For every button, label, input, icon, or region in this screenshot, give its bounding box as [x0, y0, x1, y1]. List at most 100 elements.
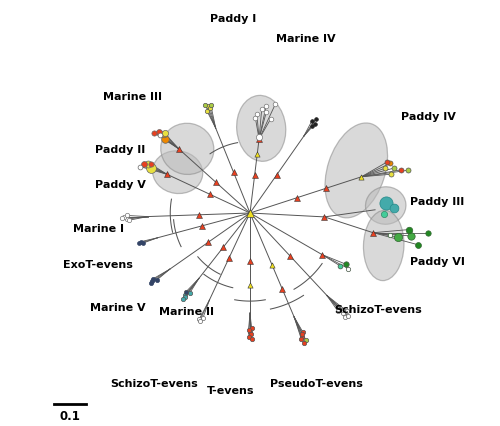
Point — [230, 169, 237, 176]
Point — [390, 204, 398, 211]
Point — [405, 226, 413, 233]
Text: Marine I: Marine I — [73, 224, 124, 234]
Text: PseudoT-evens: PseudoT-evens — [270, 379, 362, 389]
Point — [144, 161, 152, 168]
Point — [253, 110, 261, 117]
Point — [298, 328, 306, 335]
Point — [278, 285, 286, 292]
Point — [220, 244, 228, 250]
Point — [311, 120, 319, 127]
Point — [179, 295, 187, 302]
Point — [206, 104, 214, 111]
Point — [196, 318, 203, 325]
Point — [212, 179, 220, 186]
Point — [308, 118, 316, 124]
Point — [336, 262, 344, 269]
Point — [122, 216, 130, 222]
Point — [262, 102, 270, 109]
Ellipse shape — [325, 123, 388, 218]
Point — [137, 238, 145, 245]
Point — [386, 160, 394, 167]
Point — [344, 313, 352, 320]
Point — [338, 310, 346, 317]
Point — [342, 261, 349, 268]
Point — [204, 103, 212, 109]
Point — [293, 194, 301, 201]
Point — [386, 232, 394, 239]
Point — [148, 277, 156, 284]
Point — [254, 150, 262, 157]
Point — [122, 212, 130, 219]
Point — [383, 158, 391, 165]
Ellipse shape — [366, 187, 406, 224]
Point — [147, 165, 155, 172]
Point — [414, 242, 422, 248]
Point — [258, 106, 266, 113]
Point — [196, 315, 203, 322]
Point — [298, 333, 306, 340]
Point — [300, 340, 308, 346]
Point — [343, 308, 351, 315]
Point — [199, 314, 207, 321]
Point — [149, 275, 157, 282]
Point — [186, 290, 194, 296]
Point — [250, 171, 258, 178]
Point — [248, 325, 256, 331]
Point — [252, 115, 260, 121]
Point — [334, 308, 342, 315]
Point — [341, 314, 349, 320]
Text: Marine IV: Marine IV — [276, 34, 335, 44]
Point — [302, 336, 310, 343]
Point — [125, 217, 133, 224]
Point — [146, 161, 154, 167]
Point — [312, 115, 320, 122]
Point — [161, 135, 169, 142]
Point — [369, 229, 377, 236]
Text: Paddy III: Paddy III — [410, 197, 464, 207]
Point — [150, 129, 158, 136]
Point — [268, 262, 276, 268]
Point — [155, 129, 163, 136]
Point — [404, 167, 412, 174]
Point — [387, 171, 395, 178]
Point — [244, 327, 252, 334]
Point — [181, 294, 189, 301]
Text: 0.1: 0.1 — [60, 410, 80, 423]
Point — [246, 329, 254, 336]
Point — [272, 101, 280, 108]
Text: T-evens: T-evens — [207, 386, 254, 396]
Text: Paddy IV: Paddy IV — [401, 112, 456, 122]
Point — [156, 132, 164, 139]
Text: Marine III: Marine III — [103, 92, 162, 102]
Point — [140, 161, 147, 167]
Point — [140, 239, 147, 246]
Text: Paddy I: Paddy I — [210, 14, 256, 24]
Point — [203, 108, 211, 115]
Text: ExoT-evens: ExoT-evens — [64, 260, 134, 271]
Point — [207, 102, 215, 109]
Point — [318, 251, 326, 258]
Point — [320, 213, 328, 220]
Point — [273, 171, 281, 178]
Ellipse shape — [160, 123, 214, 175]
Point — [136, 163, 144, 170]
Point — [246, 258, 254, 265]
Text: SchizoT-evens: SchizoT-evens — [334, 305, 422, 315]
Point — [339, 306, 347, 313]
Text: Marine V: Marine V — [90, 302, 146, 313]
Point — [248, 335, 256, 342]
Point — [308, 123, 316, 130]
Point — [118, 215, 126, 222]
Point — [298, 336, 306, 343]
Point — [160, 130, 168, 137]
Point — [358, 173, 366, 180]
Point — [246, 331, 254, 338]
Ellipse shape — [364, 210, 404, 281]
Point — [195, 211, 203, 218]
Point — [198, 222, 206, 229]
Point — [182, 289, 190, 296]
Point — [255, 133, 263, 140]
Point — [147, 280, 155, 287]
Text: SchizoT-evens: SchizoT-evens — [110, 379, 198, 389]
Text: Marine II: Marine II — [160, 307, 214, 317]
